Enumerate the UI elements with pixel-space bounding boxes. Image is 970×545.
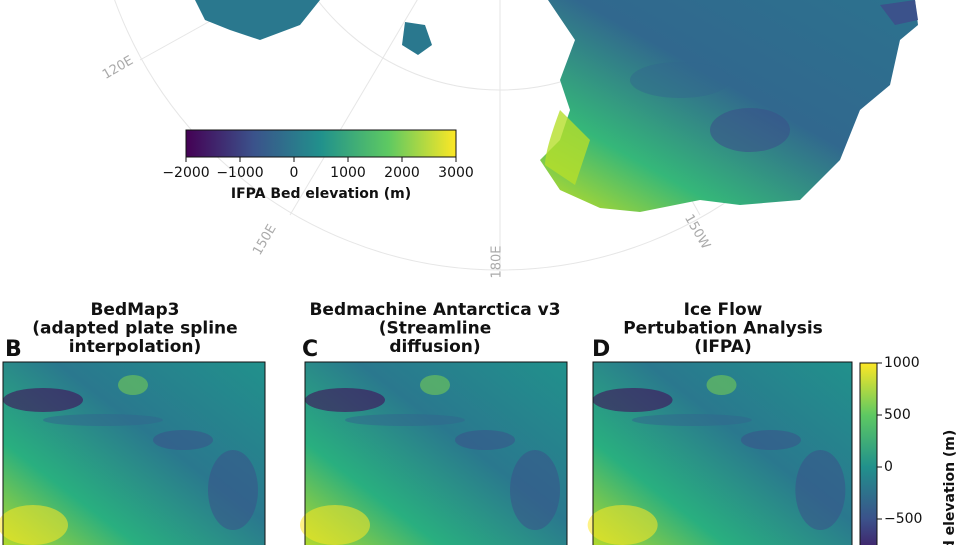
colorbar-label: d elevation (m) bbox=[942, 430, 958, 545]
longitude-label: 150W bbox=[681, 212, 713, 252]
colorbar-tick-label: −2000 bbox=[162, 165, 209, 181]
colorbar-tick-label: 2000 bbox=[384, 165, 420, 181]
panel-title: Bedmachine Antarctica v3 bbox=[309, 300, 560, 320]
terrain bbox=[300, 505, 370, 545]
panel-title: (Streamline bbox=[379, 319, 492, 339]
terrain bbox=[305, 388, 385, 412]
terrain bbox=[153, 430, 213, 450]
longitude-label: 180E bbox=[490, 245, 505, 278]
map-panel bbox=[0, 361, 266, 545]
panel-title: BedMap3 bbox=[90, 300, 179, 320]
panel-letter: C bbox=[302, 337, 318, 362]
longitude-label: 120E bbox=[100, 53, 136, 83]
panel-title: (IFPA) bbox=[694, 337, 752, 357]
terrain bbox=[740, 430, 801, 450]
panel-title: diffusion) bbox=[389, 337, 480, 357]
colorbar-tick-label: −1000 bbox=[216, 165, 263, 181]
terrain bbox=[0, 505, 68, 545]
colorbar-tick-label: −500 bbox=[884, 511, 922, 527]
panel-title: Pertubation Analysis bbox=[623, 319, 823, 339]
terrain bbox=[592, 388, 673, 412]
terrain bbox=[118, 375, 148, 395]
longitude-label: 150E bbox=[250, 222, 280, 258]
terrain bbox=[587, 505, 658, 545]
colorbar-label: IFPA Bed elevation (m) bbox=[231, 186, 411, 202]
panel-frame bbox=[2, 361, 266, 545]
panel-title: (adapted plate spline bbox=[32, 319, 237, 339]
colorbar-tick-label: 3000 bbox=[438, 165, 474, 181]
colorbar bbox=[185, 129, 457, 158]
terrain bbox=[43, 414, 163, 426]
panel-frame bbox=[304, 361, 568, 545]
colorbar-tick-label: 1000 bbox=[330, 165, 366, 181]
colorbar-tick-label: 0 bbox=[884, 459, 893, 475]
terrain bbox=[345, 414, 465, 426]
terrain bbox=[3, 388, 83, 412]
panel-title: interpolation) bbox=[69, 337, 202, 357]
terrain bbox=[706, 375, 737, 395]
panel-letter: B bbox=[5, 337, 22, 362]
terrain bbox=[208, 450, 258, 530]
colorbar bbox=[859, 362, 878, 545]
terrain bbox=[420, 375, 450, 395]
terrain bbox=[631, 414, 752, 426]
terrain bbox=[795, 450, 846, 530]
colorbar-tick-label: 1000 bbox=[884, 355, 920, 371]
antarctica-map bbox=[195, 0, 918, 212]
colorbar-tick-label: 500 bbox=[884, 407, 911, 423]
terrain bbox=[510, 450, 560, 530]
colorbar-tick-label: 0 bbox=[290, 165, 299, 181]
panel-frame bbox=[592, 361, 853, 545]
panel-title: Ice Flow bbox=[684, 300, 763, 320]
map-panel bbox=[587, 361, 853, 545]
map-panel bbox=[300, 361, 568, 545]
panel-letter: D bbox=[592, 337, 610, 362]
terrain bbox=[455, 430, 515, 450]
